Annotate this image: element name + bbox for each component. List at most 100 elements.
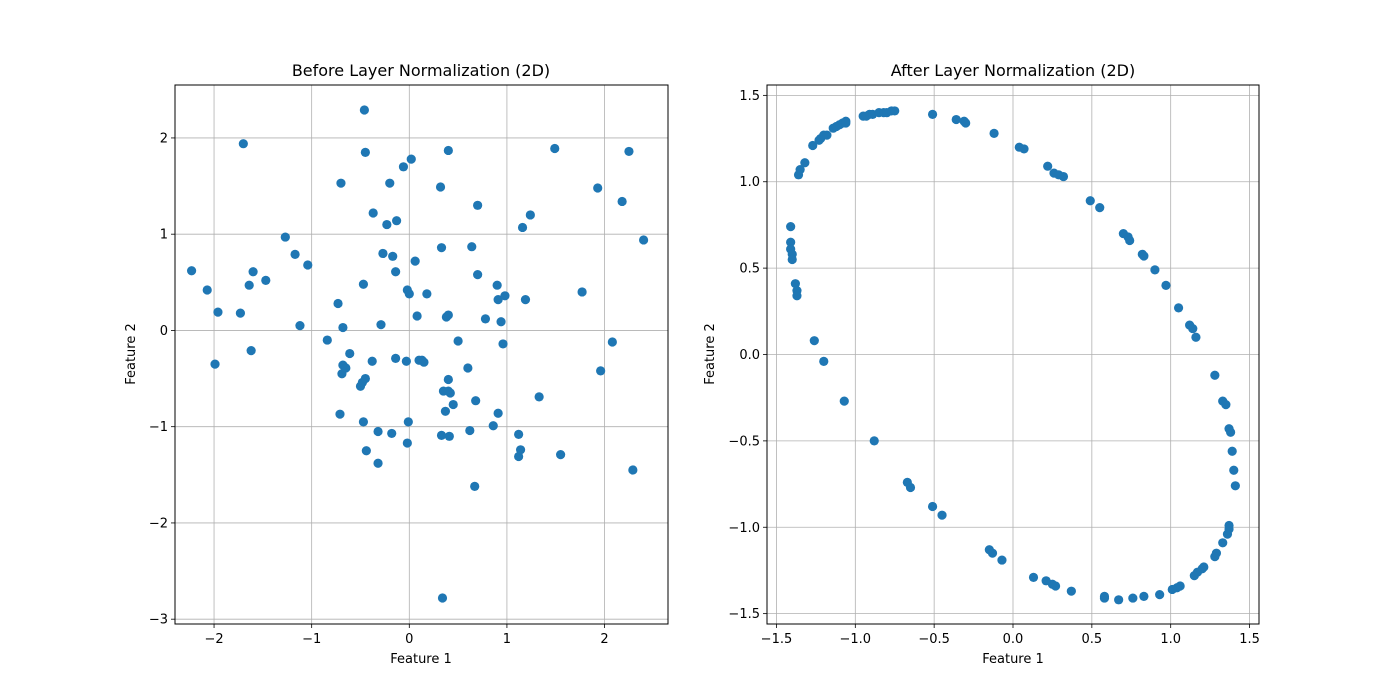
right-plot-ytick-label: 0.5: [739, 262, 760, 277]
left-plot-point: [280, 232, 290, 242]
right-plot-point: [1019, 144, 1029, 154]
right-plot-point: [839, 396, 849, 406]
left-plot-point: [638, 235, 649, 245]
right-plot-point: [1230, 481, 1240, 491]
left-plot-point: [492, 280, 502, 290]
right-plot-point: [890, 106, 900, 116]
left-plot-point: [471, 396, 481, 406]
left-plot-xtick-label: 2: [600, 632, 608, 647]
right-plot: After Layer Normalization (2D) −1.5 −1.0−…: [703, 61, 1260, 667]
left-plot-point: [367, 356, 377, 366]
left-plot-point: [391, 267, 401, 277]
right-plot-point: [822, 130, 832, 140]
right-plot-xtick-label: 1.5: [1239, 632, 1260, 647]
right-plot-point: [1043, 161, 1053, 171]
left-plot-point: [436, 243, 447, 253]
left-plot-point: [186, 266, 197, 276]
left-plot-point: [235, 308, 246, 318]
left-plot-ytick-label: −3: [149, 613, 168, 628]
left-plot-point: [550, 143, 560, 154]
right-plot-axes: −1.5 −1.0 −0.5 0.0 0.5 1.0 1.5 −1.5 −1.0 −0.5 0.0 0…: [728, 84, 1260, 647]
right-plot-point: [1066, 586, 1076, 596]
left-plot-point: [401, 356, 411, 366]
left-plot-xlabel: Feature 1: [390, 652, 452, 667]
left-plot-point: [387, 428, 397, 439]
right-plot-point: [1188, 323, 1198, 334]
right-plot-point: [951, 114, 961, 125]
left-plot-point: [463, 363, 473, 373]
left-plot-point: [517, 222, 528, 233]
left-plot-point: [412, 311, 422, 321]
right-plot-point: [1173, 303, 1184, 313]
left-plot-point: [361, 446, 371, 456]
left-plot-point: [624, 146, 634, 157]
left-plot-ylabel: Feature 2: [124, 323, 139, 385]
left-plot-point: [244, 280, 254, 290]
right-plot-ytick-label: 1.5: [739, 89, 760, 104]
right-plot-point: [1155, 590, 1165, 600]
left-plot-point: [338, 322, 348, 333]
right-plot-point: [1210, 552, 1220, 562]
right-plot-point: [792, 291, 802, 301]
left-plot-point: [465, 425, 475, 436]
left-plot-point: [336, 178, 346, 188]
right-plot-point: [1167, 584, 1177, 595]
left-plot-axes: −2 −1 0 1 2 −3 −2 −1 0 1 2: [149, 84, 669, 647]
right-plot-point: [1041, 576, 1051, 586]
right-plot-point: [819, 356, 829, 367]
left-plot-point: [402, 438, 412, 448]
left-plot-point: [480, 314, 491, 324]
left-plot-point: [360, 147, 370, 157]
right-plot-point: [902, 477, 912, 487]
left-plot-point: [398, 162, 409, 172]
right-plot-point: [984, 545, 994, 555]
right-plot-point: [1099, 591, 1110, 601]
right-plot-title: After Layer Normalization (2D): [891, 61, 1135, 80]
left-plot-point: [261, 275, 271, 285]
right-plot-point: [786, 237, 796, 247]
left-plot-point: [493, 408, 503, 418]
right-plot-ytick-label: 1.0: [739, 175, 760, 190]
right-plot-xtick-label: −1.0: [840, 632, 872, 647]
left-plot-point: [360, 373, 370, 384]
left-plot-point: [373, 458, 383, 468]
right-plot-point: [1139, 251, 1149, 261]
right-plot-point: [1161, 280, 1171, 290]
left-plot-point: [473, 200, 483, 210]
left-plot-point: [437, 593, 448, 603]
right-plot-point: [808, 140, 818, 151]
left-plot-point: [422, 289, 432, 299]
right-plot-point: [1085, 196, 1095, 206]
left-plot-point: [290, 249, 300, 259]
left-plot-title: Before Layer Normalization (2D): [292, 61, 550, 80]
right-plot-point: [1189, 571, 1199, 581]
right-plot-point: [1150, 265, 1160, 275]
right-plot-ylabel: Feature 2: [703, 323, 718, 385]
left-plot-point: [444, 431, 454, 441]
right-plot-point: [1128, 593, 1138, 603]
left-plot-xtick-label: 0: [405, 632, 413, 647]
left-plot-point: [391, 353, 401, 363]
right-plot-point: [927, 501, 938, 512]
left-plot-point: [246, 346, 256, 356]
left-plot-point: [333, 298, 343, 309]
left-plot-point: [378, 248, 388, 259]
right-plot-point: [1028, 572, 1039, 582]
left-plot-point: [359, 105, 369, 115]
left-plot-point: [470, 481, 480, 491]
left-plot-point: [404, 289, 414, 299]
left-plot-point: [498, 339, 508, 349]
left-plot-point: [525, 210, 535, 220]
right-plot-xtick-label: 0.5: [1082, 632, 1103, 647]
left-plot-point: [556, 450, 566, 460]
left-plot-point: [376, 320, 386, 330]
right-plot-point: [1125, 235, 1135, 246]
left-plot-point: [392, 216, 402, 226]
left-plot-ytick-label: 2: [160, 131, 168, 146]
right-plot-point: [1226, 427, 1236, 437]
right-plot-ytick-label: 0.0: [739, 348, 760, 363]
right-plot-point: [787, 254, 797, 265]
right-plot-point: [1222, 529, 1233, 539]
right-plot-xtick-label: 1.0: [1160, 632, 1181, 647]
